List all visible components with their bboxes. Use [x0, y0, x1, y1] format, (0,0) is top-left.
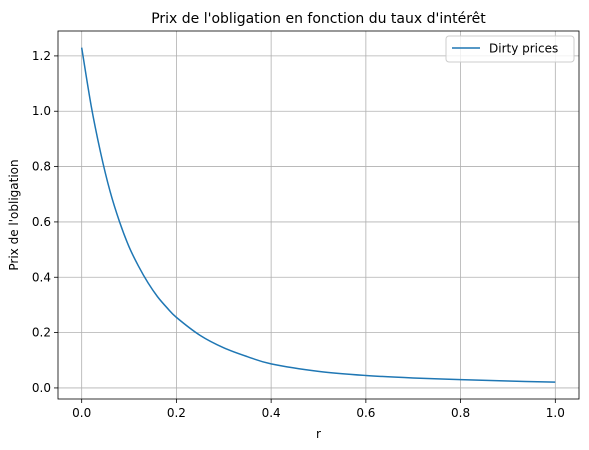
y-tick-label: 1.2 [32, 49, 51, 63]
y-tick-label: 0.0 [32, 381, 51, 395]
x-tick-label: 0.0 [72, 406, 91, 420]
x-tick-label: 1.0 [546, 406, 565, 420]
y-tick-label: 0.6 [32, 215, 51, 229]
x-tick-label: 0.6 [356, 406, 375, 420]
x-tick-label: 0.8 [451, 406, 470, 420]
y-tick-label: 0.2 [32, 326, 51, 340]
y-tick-label: 1.0 [32, 104, 51, 118]
y-axis-label: Prix de l'obligation [7, 159, 21, 270]
x-axis-label: r [316, 427, 321, 441]
x-tick-label: 0.2 [167, 406, 186, 420]
x-tick-label: 0.4 [262, 406, 281, 420]
y-tick-label: 0.8 [32, 160, 51, 174]
y-tick-label: 0.4 [32, 270, 51, 284]
legend-label: Dirty prices [489, 42, 558, 56]
chart-title: Prix de l'obligation en fonction du taux… [151, 11, 486, 27]
legend: Dirty prices [446, 36, 574, 62]
